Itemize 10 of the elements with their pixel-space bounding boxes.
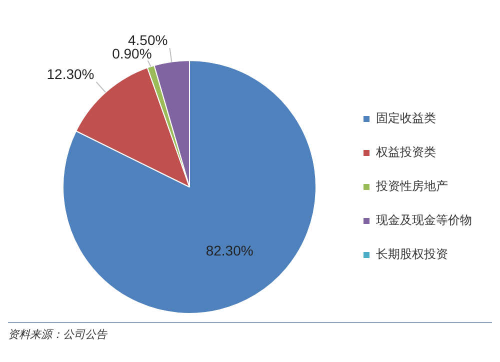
data-label: 82.30% [206, 242, 254, 258]
legend-label: 投资性房地产 [375, 179, 448, 194]
legend-label: 长期股权投资 [376, 247, 448, 262]
data-label: 4.50% [128, 32, 168, 48]
data-label: 0.90% [112, 45, 152, 62]
legend-label: 权益投资类 [375, 145, 436, 160]
legend-label: 现金及现金等价物 [376, 213, 472, 228]
data-label: 12.30% [46, 66, 94, 82]
legend-label: 固定收益类 [376, 111, 436, 126]
text: 资料来源：公司公告 [8, 328, 107, 341]
